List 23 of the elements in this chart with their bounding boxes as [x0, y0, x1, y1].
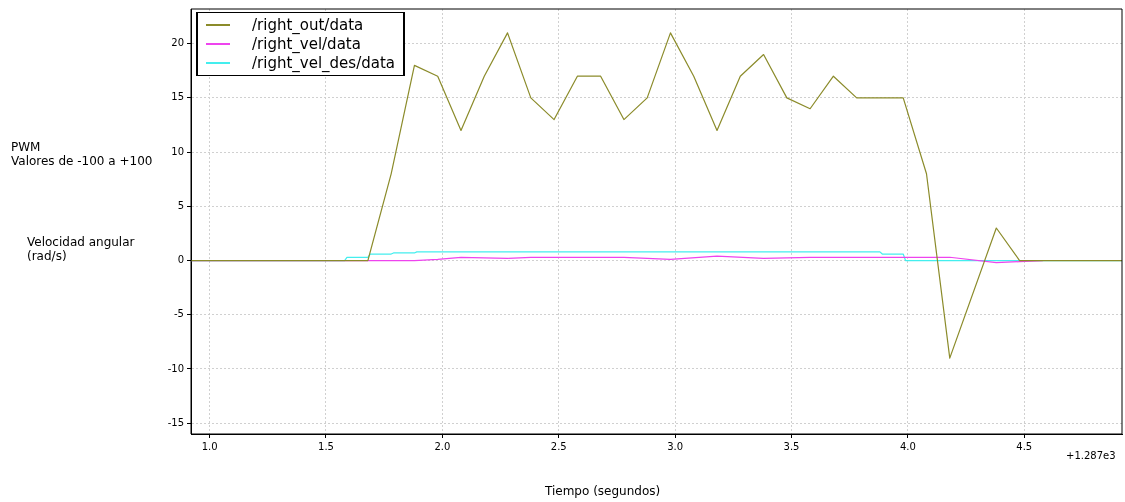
y-tick-label: 15: [171, 91, 184, 103]
x-tick-label: 2.0: [434, 440, 451, 452]
legend-label: /right_out/data: [252, 15, 364, 34]
y-tick-label: 10: [171, 145, 184, 157]
x-tick-label: 4.5: [1016, 440, 1033, 452]
legend-label: /right_vel_des/data: [252, 53, 395, 72]
x-tick-label: 1.0: [201, 440, 218, 452]
x-tick-label: 1.5: [318, 440, 334, 452]
x-tick-label: 2.5: [550, 440, 567, 452]
y-tick-label: 5: [177, 199, 184, 211]
x-axis-title: Tiempo (segundos): [545, 484, 661, 498]
x-tick-label: 3.0: [667, 440, 684, 452]
text: +1.287e3: [1066, 449, 1116, 463]
x-tick-label: 4.0: [899, 440, 916, 452]
y-tick-label: -10: [167, 362, 184, 374]
y-axis-title: PWM Valores de -100 a +100: [11, 140, 153, 168]
text: Velocidad angular (rad/s): [27, 235, 135, 263]
y-tick-label: -15: [167, 416, 184, 428]
y-tick-label: 20: [171, 37, 184, 49]
legend-label: /right_vel/data: [252, 34, 361, 53]
y-tick-label: -5: [174, 308, 184, 320]
x-tick-label: 3.5: [783, 440, 800, 452]
y-tick-label: 0: [177, 254, 184, 266]
